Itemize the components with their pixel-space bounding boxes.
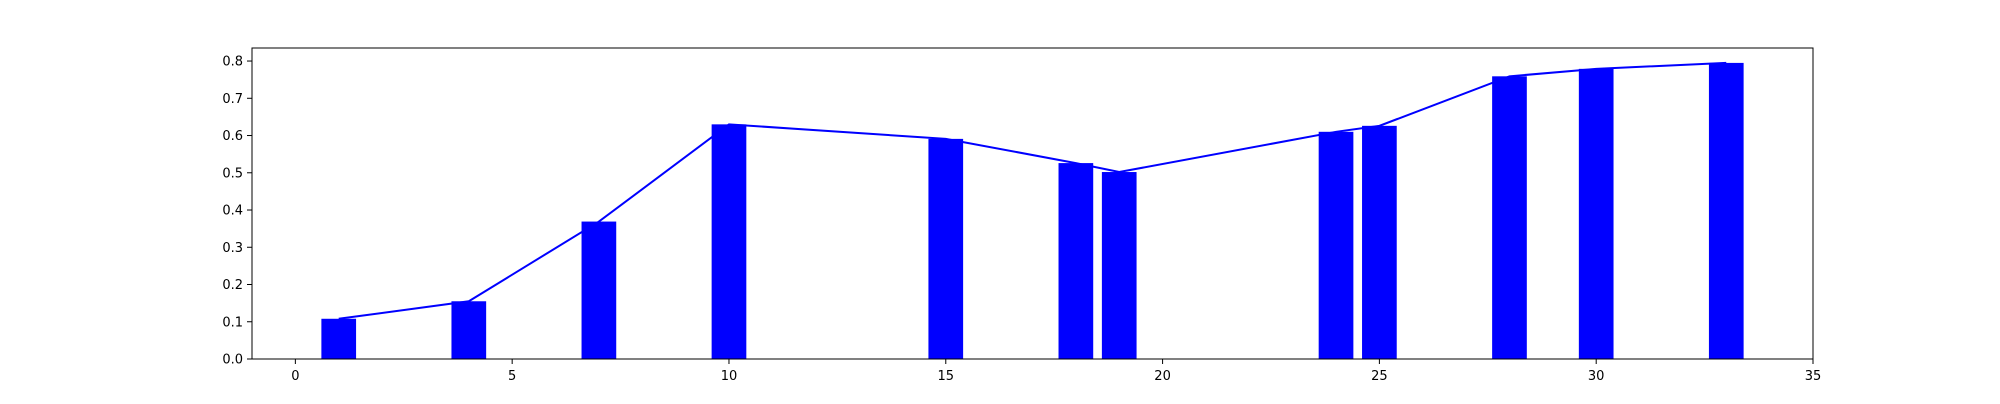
x-tick-label-1: 5 [508,369,516,384]
axes-group: 0 5 10 15 20 25 30 35 0.0 0.1 0.2 0.3 0.4 0.5 0.6 0.7 0.… [222,47,1822,384]
y-tick-label-8: 0.8 [222,55,243,70]
bar-9 [1492,76,1527,359]
bar-1 [451,301,487,359]
bar-10 [1578,68,1614,360]
line-group [338,61,1727,320]
y-tick-label-3: 0.3 [222,241,243,256]
bar-8 [1362,125,1397,359]
x-tick-label-3: 15 [938,369,955,384]
x-tick-label-7: 35 [1805,369,1822,384]
bar-4 [928,138,964,359]
y-tick-label-0: 0.0 [222,353,243,368]
y-tick-label-7: 0.7 [222,92,243,107]
bar-7 [1318,131,1354,359]
y-tick-label-5: 0.5 [222,166,243,181]
y-tick-label-4: 0.4 [222,204,243,219]
y-tick-label-1: 0.1 [222,315,243,330]
series-line [338,61,1727,320]
x-tick-label-0: 0 [291,369,299,384]
x-tick-label-2: 10 [721,369,738,384]
bar-3 [711,124,747,359]
bars-group [321,62,1744,360]
bar-6 [1101,172,1137,359]
plot-frame [251,47,1814,360]
x-tick-label-4: 20 [1154,369,1171,384]
y-tick-label-2: 0.2 [222,278,243,293]
bar-0 [321,318,357,359]
bar-11 [1708,62,1744,360]
bar-2 [581,221,617,359]
x-tick-label-6: 30 [1588,369,1605,384]
y-tick-label-6: 0.6 [222,129,243,144]
bar-5 [1058,163,1094,359]
x-tick-label-5: 25 [1371,369,1388,384]
